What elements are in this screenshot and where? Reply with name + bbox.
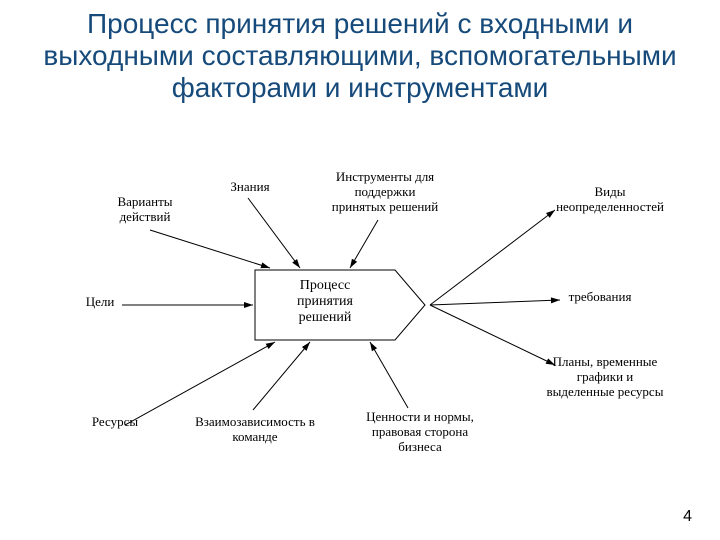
label-plans: Планы, временныеграфики ивыделенные ресу… <box>520 355 690 400</box>
diagram-area: Процесспринятиярешений Вариантыдействий Зн… <box>0 150 720 490</box>
label-uncert: Видынеопределенностей <box>540 185 680 215</box>
label-knowledge: Знания <box>220 180 280 195</box>
slide-title: Процесс принятия решений с входными и вы… <box>0 0 720 105</box>
label-team: Взаимозависимость вкоманде <box>175 415 335 445</box>
label-tools: Инструменты дляподдержкипринятых решений <box>315 170 455 215</box>
label-variants: Вариантыдействий <box>105 195 185 225</box>
label-values: Ценности и нормы,правовая сторонабизнеса <box>345 410 495 455</box>
page-number: 4 <box>683 508 692 526</box>
center-box-label: Процесспринятиярешений <box>255 278 395 326</box>
label-resources: Ресурсы <box>80 415 150 430</box>
label-reqs: требования <box>555 290 645 305</box>
label-goals: Цели <box>75 295 125 310</box>
